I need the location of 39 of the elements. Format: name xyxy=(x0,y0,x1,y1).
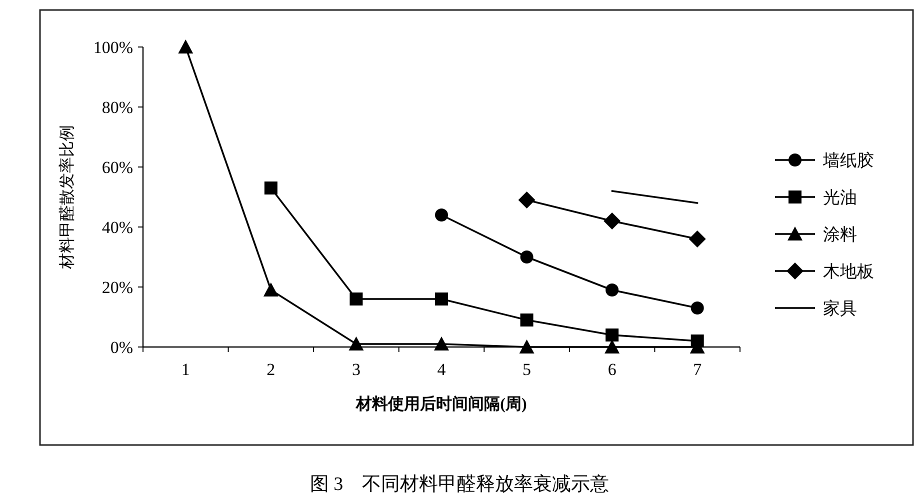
legend-label: 木地板 xyxy=(823,262,874,281)
point xyxy=(604,340,620,354)
point xyxy=(519,340,534,354)
x-tick-label: 7 xyxy=(693,360,702,379)
point xyxy=(688,230,706,248)
legend-label: 光油 xyxy=(823,188,857,207)
point xyxy=(604,212,621,230)
point xyxy=(520,250,534,264)
caption: 图 3 不同材料甲醛释放率衰减示意 xyxy=(310,473,610,495)
x-tick-label: 6 xyxy=(608,360,616,379)
point xyxy=(348,336,364,350)
point xyxy=(435,208,448,222)
y-tick-label: 20% xyxy=(102,278,133,297)
y-tick-label: 0% xyxy=(110,338,133,357)
x-tick-label: 4 xyxy=(437,360,446,379)
x-tick-label: 1 xyxy=(181,360,190,379)
point xyxy=(606,328,619,342)
y-axis-title: 材料甲醛散发率比例 xyxy=(58,125,76,270)
legend-label: 墙纸胶 xyxy=(822,151,874,170)
point xyxy=(178,40,194,54)
x-tick-label: 5 xyxy=(522,360,532,379)
point xyxy=(435,292,448,306)
point xyxy=(264,182,278,194)
y-tick-label: 40% xyxy=(102,218,133,237)
point xyxy=(350,292,363,306)
point xyxy=(690,302,704,314)
y-tick-label: 80% xyxy=(102,98,133,117)
y-tick-label: 100% xyxy=(93,38,133,57)
y-tick-label: 60% xyxy=(102,158,133,177)
point xyxy=(434,336,449,350)
legend-label: 涂料 xyxy=(823,225,857,244)
point xyxy=(263,282,278,296)
legend-label: 家具 xyxy=(823,299,857,318)
x-tick-label: 3 xyxy=(352,360,360,379)
point xyxy=(520,314,534,326)
point xyxy=(606,284,619,296)
point xyxy=(518,192,536,208)
x-tick-label: 2 xyxy=(266,360,276,379)
x-axis-title: 材料使用后时间间隔(周) xyxy=(355,395,527,413)
